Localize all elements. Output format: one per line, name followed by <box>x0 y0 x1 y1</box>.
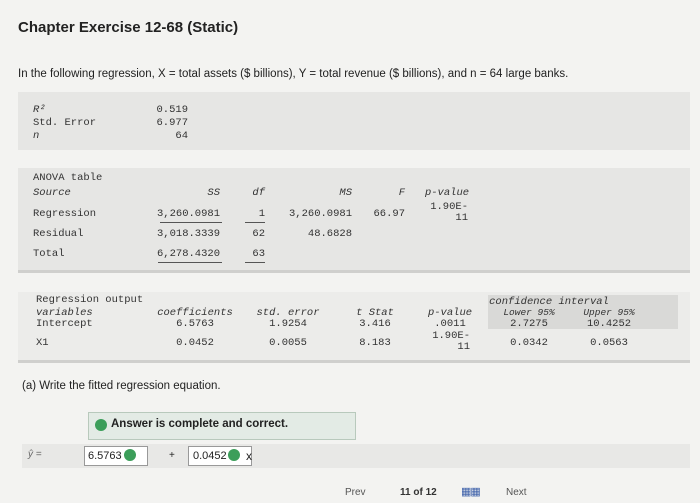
regression-cell: 0.0563 <box>590 337 628 349</box>
underline <box>245 262 265 263</box>
anova-header: SS <box>207 187 220 199</box>
anova-cell: 63 <box>252 248 265 260</box>
status-banner <box>88 412 356 440</box>
plus-sign: + <box>169 450 175 461</box>
regression-caption: Regression output <box>36 294 144 306</box>
anova-cell: 6,278.4320 <box>156 248 220 260</box>
regression-cell: Intercept <box>36 318 93 330</box>
regression-header: coefficients <box>157 307 233 319</box>
question: (a) Write the fitted regression equation… <box>22 380 221 392</box>
regression-header: Lower 95% <box>503 307 555 318</box>
check-icon <box>228 449 240 461</box>
status-text: Answer is complete and correct. <box>111 418 289 430</box>
summary-label: R² <box>33 104 46 116</box>
anova-cell: Regression <box>33 208 97 220</box>
ci-header <box>488 295 678 329</box>
divider <box>18 360 690 363</box>
regression-header: variables <box>36 307 93 319</box>
anova-cell: 3,260.0981 <box>288 208 352 220</box>
regression-cell: 0.0342 <box>510 337 548 349</box>
regression-cell: 0.0452 <box>176 337 214 349</box>
anova-header: p-value <box>424 187 470 199</box>
title: Chapter Exercise 12-68 (Static) <box>18 19 239 36</box>
anova-header: MS <box>339 187 352 199</box>
regression-header: p-value <box>427 307 473 319</box>
variable: x <box>246 449 252 463</box>
regression-cell: 0.0055 <box>269 337 307 349</box>
underline <box>245 222 265 223</box>
next-button[interactable]: Next <box>506 487 527 498</box>
regression-cell: 8.183 <box>359 337 391 349</box>
regression-cell: 6.5763 <box>176 318 214 330</box>
regression-header: Upper 95% <box>583 307 635 318</box>
slope-value: 0.0452 <box>193 450 227 462</box>
regression-cell: 10.4252 <box>586 318 632 330</box>
anova-header: df <box>252 187 265 199</box>
summary-panel <box>18 92 690 150</box>
underline <box>160 222 222 223</box>
anova-header: Source <box>33 187 71 199</box>
regression-cell: 1.9254 <box>269 318 307 330</box>
anova-cell: Total <box>33 248 65 260</box>
regression-cell: .0011 <box>434 318 466 330</box>
underline <box>158 262 222 263</box>
page-indicator: 11 of 12 <box>400 487 437 498</box>
anova-cell: 48.6828 <box>307 228 352 240</box>
summary-value: 6.977 <box>156 117 188 129</box>
anova-cell: Residual <box>33 228 84 240</box>
regression-cell: X1 <box>36 337 49 349</box>
check-icon <box>95 419 107 431</box>
regression-header: t Stat <box>356 307 394 319</box>
anova-cell: 1 <box>258 208 265 220</box>
summary-label: Std. Error <box>33 117 97 129</box>
anova-cell: 66.97 <box>373 208 405 220</box>
divider <box>18 270 690 273</box>
regression-cell: 1.90E-11 <box>432 330 470 353</box>
equation-lhs: ŷ = <box>28 449 42 460</box>
anova-panel <box>18 168 690 270</box>
anova-cell: 1.90E-11 <box>430 201 468 224</box>
check-icon <box>124 449 136 461</box>
intro: In the following regression, X = total a… <box>18 68 569 80</box>
anova-caption: ANOVA table <box>33 172 103 184</box>
regression-cell: 3.416 <box>359 318 391 330</box>
grid-icon[interactable]: ▦▦ <box>461 486 481 498</box>
summary-value: 64 <box>175 130 188 142</box>
prev-button[interactable]: Prev <box>345 487 366 498</box>
regression-header: std. error <box>256 307 320 319</box>
ci-caption: confidence interval <box>489 296 609 308</box>
anova-cell: 62 <box>252 228 265 240</box>
anova-cell: 3,018.3339 <box>156 228 220 240</box>
anova-cell: 3,260.0981 <box>156 208 220 220</box>
summary-label: n <box>33 130 40 142</box>
intercept-value: 6.5763 <box>88 450 122 462</box>
anova-header: F <box>398 187 405 199</box>
regression-cell: 2.7275 <box>510 318 548 330</box>
summary-value: 0.519 <box>156 104 188 116</box>
